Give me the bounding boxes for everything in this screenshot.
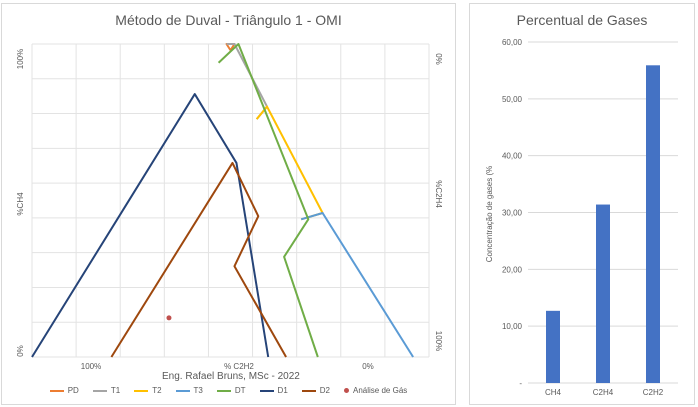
legend-item: DT xyxy=(216,386,246,395)
legend-marker-line xyxy=(134,389,149,392)
legend-item: T2 xyxy=(134,386,162,395)
series-line-d2 xyxy=(110,161,287,358)
y-tick-label: 10,00 xyxy=(502,322,523,331)
legend-marker-line xyxy=(175,389,190,392)
y-tick-label: 50,00 xyxy=(502,95,523,104)
legend-item: D1 xyxy=(259,386,288,395)
left-axis-title: %CH4 xyxy=(16,192,25,216)
bottom-axis-left-tick: 100% xyxy=(81,362,101,371)
legend-item: Análise de Gás xyxy=(344,386,407,395)
legend-label: PD xyxy=(67,386,79,395)
series-line-t2 xyxy=(255,105,324,221)
x-tick-label: C2H2 xyxy=(643,388,664,397)
legend-marker-line xyxy=(216,389,231,392)
right-axis-bottom-tick: 100% xyxy=(434,331,443,351)
x-tick-label: C2H4 xyxy=(593,388,614,397)
y-tick-label: 20,00 xyxy=(502,265,523,274)
right-axis-top-tick: 0% xyxy=(434,53,443,65)
left-axis-top-tick: 100% xyxy=(16,49,25,69)
legend-item: D2 xyxy=(301,386,331,395)
bar xyxy=(646,65,660,383)
legend-label: D1 xyxy=(277,386,288,395)
x-tick-label: CH4 xyxy=(545,388,562,397)
legend-item: T3 xyxy=(175,386,203,395)
bar-chart-panel: Percentual de Gases - 10,00 20,00 30,00 40,0… xyxy=(469,3,695,405)
legend-label: T1 xyxy=(110,386,121,395)
bar-plot: - 10,00 20,00 30,00 40,00 50,00 60,00 CH4 C2H4 C2… xyxy=(485,38,678,397)
legend-label: Análise de Gás xyxy=(353,386,408,395)
series-line-t1 xyxy=(226,43,269,120)
legend-label: DT xyxy=(234,386,246,395)
legend-item: PD xyxy=(49,386,79,395)
gas-analysis-point xyxy=(166,315,172,321)
legend-marker-line xyxy=(49,389,64,392)
legend-label: T3 xyxy=(193,386,203,395)
legend-marker-line xyxy=(92,389,107,392)
y-tick-label: 60,00 xyxy=(502,38,523,47)
series-line-dt xyxy=(217,43,319,358)
bar xyxy=(546,310,560,383)
legend-item: T1 xyxy=(92,386,121,395)
legend-marker-dot xyxy=(344,388,350,393)
duval-plot: 100% %CH4 0% 0% %C2H4 100% 100% % C2H2 0% xyxy=(16,43,443,371)
y-axis-title: Concentração de gases (% xyxy=(485,166,494,263)
series-line-t3 xyxy=(300,212,414,358)
credit-text: Eng. Rafael Bruns, MSc - 2022 xyxy=(162,371,300,382)
legend-label: D2 xyxy=(319,386,331,395)
series-line-d1 xyxy=(31,93,270,358)
legend-marker-line xyxy=(259,389,274,392)
y-tick-label: 40,00 xyxy=(502,152,523,161)
left-axis-bottom-tick: 0% xyxy=(16,345,25,357)
y-tick-label: 30,00 xyxy=(502,209,523,218)
legend-marker-line xyxy=(301,389,316,392)
legend-label: T2 xyxy=(152,386,162,395)
duval-legend: PD T1 T2 T3 DT D1 D2 Análise de Gás xyxy=(2,386,455,395)
bar-chart-title: Percentual de Gases xyxy=(516,12,648,28)
bar xyxy=(596,204,610,383)
duval-chart-panel: Método de Duval - Triângulo 1 - OMI 100%… xyxy=(1,3,456,405)
bottom-axis-title: % C2H2 xyxy=(224,362,254,371)
bottom-axis-right-tick: 0% xyxy=(362,362,374,371)
right-axis-title: %C2H4 xyxy=(434,180,443,208)
duval-chart-title: Método de Duval - Triângulo 1 - OMI xyxy=(115,12,342,28)
y-tick-label: - xyxy=(519,379,522,388)
